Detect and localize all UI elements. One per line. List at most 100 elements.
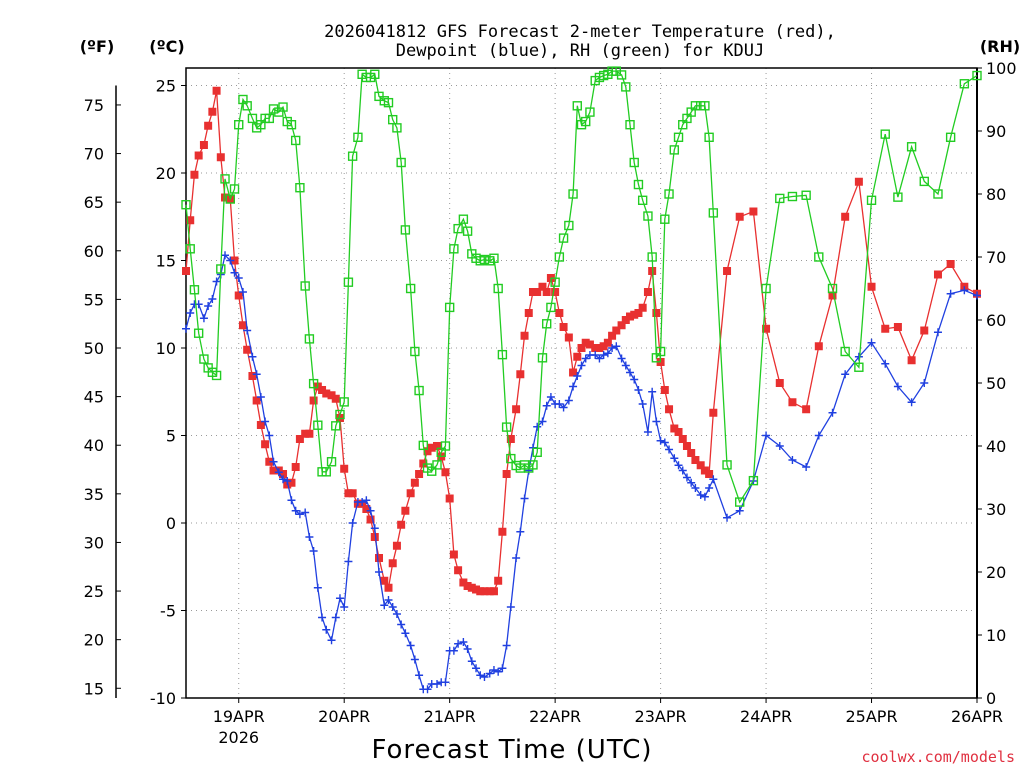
dewpoint-point — [380, 601, 389, 610]
fahrenheit-tick-label: 40 — [84, 436, 104, 455]
rh-point — [621, 82, 631, 92]
dewpoint-point — [612, 342, 621, 351]
rh-point — [343, 277, 354, 287]
dewpoint-point — [459, 638, 468, 646]
rh-point — [370, 69, 380, 80]
rh-point — [643, 211, 653, 221]
rh-point — [528, 460, 538, 470]
dewpoint-point — [248, 352, 257, 361]
rh-point — [199, 354, 209, 364]
rh-point — [410, 346, 420, 357]
temperature-point — [788, 398, 797, 407]
fahrenheit-tick-label: 65 — [84, 193, 104, 212]
rh-point — [616, 70, 627, 80]
chart-title-line-1: 2026041812 GFS Forecast 2-meter Temperat… — [324, 22, 836, 42]
dewpoint-point — [415, 671, 424, 680]
rh-point — [493, 283, 503, 294]
temperature-point — [585, 340, 594, 349]
rh-point — [568, 189, 578, 199]
rh-point — [326, 457, 337, 467]
dewpoint-point — [287, 496, 296, 505]
rh-point — [704, 132, 714, 143]
temperature-point — [512, 405, 521, 414]
rh-point — [331, 421, 341, 431]
rh-point — [278, 102, 288, 112]
dewpoint-point — [533, 422, 542, 431]
dewpoint-point — [295, 510, 304, 519]
dewpoint-point — [881, 359, 890, 368]
rh-point — [585, 107, 595, 117]
temperature-point — [190, 170, 199, 179]
rh-point — [787, 191, 798, 202]
temperature-point — [261, 440, 270, 449]
rh-tick-label: 10 — [986, 626, 1006, 645]
temperature-point — [682, 442, 691, 450]
fahrenheit-tick-label: 45 — [84, 388, 104, 407]
dewpoint-point — [480, 673, 489, 681]
temperature-point — [893, 323, 902, 331]
temperature-point — [520, 331, 529, 340]
x-tick-label: 22APR — [529, 707, 581, 726]
temperature-point — [318, 386, 327, 394]
credit-link[interactable]: coolwx.com/models — [861, 748, 1015, 766]
dewpoint-point — [643, 428, 652, 436]
dewpoint-point — [538, 417, 547, 426]
temperature-point — [204, 121, 213, 130]
rh-point — [558, 233, 569, 243]
temperature-point — [723, 267, 732, 275]
dewpoint-point — [305, 533, 314, 541]
temperature-point — [401, 506, 410, 515]
dewpoint-point — [788, 456, 797, 464]
fahrenheit-tick-label: 60 — [84, 242, 104, 261]
temperature-point — [828, 291, 837, 300]
temperature-point — [643, 288, 652, 296]
rh-point — [313, 420, 323, 430]
rh-point — [880, 129, 890, 139]
temperature-point — [212, 86, 221, 95]
fahrenheit-tick-label: 25 — [84, 582, 104, 601]
temperature-point — [445, 494, 454, 503]
temperature-point — [476, 587, 485, 596]
dewpoint-point — [638, 400, 647, 408]
temperature-point — [617, 321, 626, 330]
rh-point — [572, 101, 582, 111]
dewpoint-point — [626, 368, 635, 377]
temperature-point — [252, 396, 261, 405]
temperature-point — [502, 470, 511, 478]
fahrenheit-tick-label: 50 — [84, 339, 104, 358]
dewpoint-point — [498, 664, 507, 673]
rh-point — [564, 220, 574, 231]
rh-point — [392, 123, 402, 133]
dewpoint-point — [366, 506, 375, 515]
dewpoint-point — [564, 396, 573, 405]
dewpoint-point — [406, 641, 415, 650]
rh-point — [625, 119, 635, 130]
rh-point — [581, 116, 591, 127]
dewpoint-point — [569, 382, 578, 391]
temperature-point — [221, 193, 230, 202]
rh-point — [972, 70, 982, 81]
temperature-point — [854, 177, 863, 186]
rh-point — [300, 281, 310, 291]
dewpoint-point — [700, 492, 709, 501]
rh-point — [690, 101, 701, 111]
rh-point — [532, 447, 542, 457]
dewpoint-point — [494, 667, 503, 676]
rh-tick-label: 100 — [986, 59, 1017, 78]
rh-tick-label: 60 — [986, 311, 1006, 330]
x-tick-label: 23APR — [635, 707, 687, 726]
dewpoint-point — [318, 613, 327, 622]
rh-point — [801, 190, 811, 200]
dewpoint-point — [485, 669, 494, 678]
temperature-point — [665, 405, 674, 414]
dewpoint-point — [814, 431, 823, 440]
rh-point — [225, 194, 235, 204]
rh-point — [827, 283, 838, 294]
rh-point — [554, 252, 565, 262]
fahrenheit-unit-label: (ºF) — [80, 37, 115, 56]
rh-point — [189, 285, 200, 295]
dewpoint-point — [828, 408, 837, 417]
temperature-point — [489, 587, 498, 596]
dewpoint-point — [735, 506, 744, 515]
